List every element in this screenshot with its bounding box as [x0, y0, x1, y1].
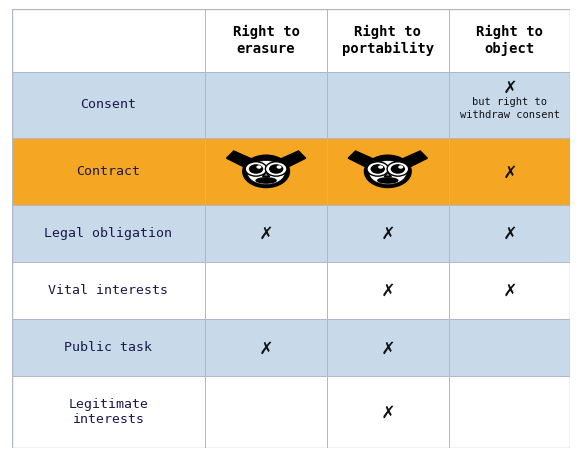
Text: Contract: Contract	[76, 165, 140, 178]
Ellipse shape	[364, 155, 411, 187]
Text: Right to
object: Right to object	[476, 25, 543, 56]
FancyBboxPatch shape	[205, 138, 327, 205]
FancyBboxPatch shape	[12, 138, 205, 205]
Text: ✗: ✗	[503, 77, 516, 96]
FancyBboxPatch shape	[205, 205, 327, 262]
Polygon shape	[262, 173, 269, 176]
Circle shape	[269, 164, 283, 174]
Circle shape	[378, 165, 383, 169]
Text: Vital interests: Vital interests	[48, 284, 168, 297]
Polygon shape	[393, 151, 427, 169]
Ellipse shape	[247, 160, 285, 185]
Text: but right to
withdraw consent: but right to withdraw consent	[460, 97, 559, 120]
FancyBboxPatch shape	[449, 376, 570, 448]
Ellipse shape	[255, 177, 277, 184]
Text: ✗: ✗	[381, 280, 394, 300]
FancyBboxPatch shape	[12, 205, 205, 262]
Circle shape	[257, 165, 261, 169]
FancyBboxPatch shape	[449, 72, 570, 138]
FancyBboxPatch shape	[327, 376, 449, 448]
Circle shape	[276, 165, 282, 169]
FancyBboxPatch shape	[12, 72, 205, 138]
Ellipse shape	[377, 177, 399, 184]
FancyBboxPatch shape	[327, 138, 449, 205]
Text: ✗: ✗	[260, 337, 272, 357]
Text: ✗: ✗	[503, 280, 516, 300]
Text: ✗: ✗	[381, 223, 394, 243]
Text: Right to
portability: Right to portability	[342, 25, 434, 56]
Text: ✗: ✗	[381, 337, 394, 357]
Circle shape	[245, 162, 267, 176]
FancyBboxPatch shape	[327, 262, 449, 319]
FancyBboxPatch shape	[449, 262, 570, 319]
Text: Legal obligation: Legal obligation	[44, 227, 172, 239]
Polygon shape	[348, 151, 382, 169]
Text: ✗: ✗	[381, 402, 394, 422]
Polygon shape	[384, 173, 392, 176]
FancyBboxPatch shape	[205, 376, 327, 448]
FancyBboxPatch shape	[449, 205, 570, 262]
Circle shape	[391, 164, 405, 174]
FancyBboxPatch shape	[327, 205, 449, 262]
Circle shape	[387, 162, 409, 176]
FancyBboxPatch shape	[449, 319, 570, 376]
FancyBboxPatch shape	[12, 9, 205, 72]
Circle shape	[398, 165, 403, 169]
Ellipse shape	[243, 155, 289, 187]
FancyBboxPatch shape	[327, 72, 449, 138]
FancyBboxPatch shape	[12, 319, 205, 376]
Text: Consent: Consent	[80, 99, 136, 112]
Circle shape	[265, 162, 287, 176]
FancyBboxPatch shape	[205, 262, 327, 319]
Polygon shape	[386, 173, 389, 175]
Circle shape	[371, 164, 385, 174]
Polygon shape	[226, 151, 261, 169]
FancyBboxPatch shape	[12, 262, 205, 319]
Text: Right to
erasure: Right to erasure	[233, 25, 300, 56]
Polygon shape	[271, 151, 306, 169]
Circle shape	[249, 164, 263, 174]
FancyBboxPatch shape	[327, 9, 449, 72]
Text: Legitimate
interests: Legitimate interests	[69, 398, 148, 426]
Polygon shape	[264, 173, 268, 175]
Text: ✗: ✗	[503, 161, 516, 181]
FancyBboxPatch shape	[205, 9, 327, 72]
FancyBboxPatch shape	[205, 319, 327, 376]
Circle shape	[367, 162, 389, 176]
FancyBboxPatch shape	[449, 138, 570, 205]
FancyBboxPatch shape	[205, 72, 327, 138]
Text: Public task: Public task	[65, 341, 152, 354]
Text: ✗: ✗	[503, 223, 516, 243]
Ellipse shape	[369, 160, 407, 185]
FancyBboxPatch shape	[12, 376, 205, 448]
Text: ✗: ✗	[260, 223, 272, 243]
FancyBboxPatch shape	[327, 319, 449, 376]
FancyBboxPatch shape	[449, 9, 570, 72]
